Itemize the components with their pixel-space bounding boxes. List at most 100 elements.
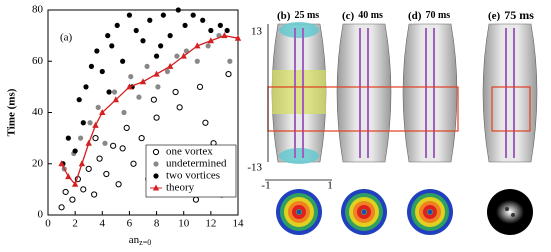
point — [133, 27, 139, 34]
point — [158, 43, 164, 49]
point — [196, 83, 204, 90]
point — [105, 33, 111, 39]
point — [112, 96, 120, 103]
point — [194, 42, 201, 49]
panel-label: (a) — [60, 32, 73, 44]
legend-label: one vortex — [166, 146, 213, 158]
point — [87, 120, 93, 126]
y-tick-label: 0 — [38, 209, 44, 221]
image-axis-label: -1 — [261, 180, 270, 192]
point — [80, 186, 87, 193]
image-axis-label: -13 — [247, 162, 262, 174]
point — [208, 27, 214, 34]
point — [164, 68, 171, 75]
point — [58, 204, 65, 211]
point — [227, 58, 233, 64]
point — [153, 173, 159, 179]
legend-label: theory — [166, 182, 195, 194]
point — [106, 89, 112, 95]
point — [130, 160, 137, 167]
vortex-core — [428, 210, 432, 214]
legend-label: undetermined — [166, 158, 227, 170]
point — [144, 63, 150, 69]
point — [123, 124, 130, 131]
point — [153, 114, 160, 121]
point — [167, 33, 173, 39]
density-blob — [496, 200, 524, 224]
point — [205, 43, 211, 49]
cap — [279, 22, 319, 38]
point — [95, 104, 101, 110]
point — [65, 173, 72, 180]
vortex-core — [505, 207, 509, 211]
point — [182, 22, 188, 28]
cap — [279, 148, 319, 164]
point — [65, 135, 71, 141]
point — [121, 109, 127, 116]
point — [85, 139, 92, 146]
panel-title: (e) 75 ms — [488, 8, 534, 22]
vortex-core — [362, 210, 366, 214]
x-tick-label: 12 — [205, 218, 216, 230]
point — [194, 58, 200, 64]
point — [192, 196, 200, 203]
point — [96, 155, 103, 162]
point — [58, 160, 65, 167]
point — [109, 43, 115, 49]
point — [147, 17, 153, 23]
point — [217, 22, 223, 28]
point — [166, 62, 174, 69]
point — [78, 160, 86, 167]
point — [92, 121, 99, 128]
point — [83, 84, 89, 90]
panel-time: 40 ms — [358, 10, 383, 21]
point — [115, 181, 122, 188]
point — [126, 12, 133, 18]
point — [207, 37, 215, 44]
point — [138, 135, 145, 142]
point — [190, 12, 196, 18]
highlight-box — [491, 86, 531, 132]
image-axis-label: 13 — [251, 26, 263, 38]
legend-label: two vortices — [166, 170, 220, 182]
x-tick-label: 4 — [100, 218, 106, 230]
point — [160, 12, 166, 18]
point — [71, 180, 79, 187]
point — [76, 97, 82, 103]
point — [200, 17, 206, 23]
point — [91, 191, 98, 198]
point — [152, 148, 160, 156]
point — [94, 48, 100, 54]
condensate — [482, 23, 538, 163]
panel-label: (c) — [342, 10, 355, 22]
point — [69, 196, 76, 203]
x-tick-label: 2 — [72, 218, 78, 230]
image-axis-label: 1 — [327, 180, 333, 192]
vortex-core — [297, 210, 301, 214]
point — [92, 135, 99, 142]
point — [175, 7, 181, 13]
point — [221, 32, 228, 39]
x-axis-label: anz=0 — [129, 234, 151, 247]
x-axis-label-sub: z=0 — [139, 238, 151, 247]
point — [172, 88, 179, 96]
point — [102, 140, 108, 146]
x-tick-label: 10 — [178, 218, 190, 230]
point — [110, 142, 117, 149]
panel-title: (d) 70 ms — [408, 10, 450, 22]
panel-title: (c) 40 ms — [342, 10, 383, 22]
point — [62, 188, 69, 196]
point — [99, 68, 105, 75]
point — [174, 53, 180, 59]
condensate — [336, 23, 392, 163]
panel-time: 70 ms — [425, 10, 450, 21]
x-tick-label: 8 — [154, 218, 160, 230]
point — [80, 120, 86, 126]
point — [180, 52, 187, 59]
point — [136, 94, 142, 100]
y-tick-label: 40 — [32, 106, 44, 118]
y-tick-label: 20 — [32, 157, 44, 169]
point — [150, 96, 157, 103]
point — [88, 63, 95, 69]
